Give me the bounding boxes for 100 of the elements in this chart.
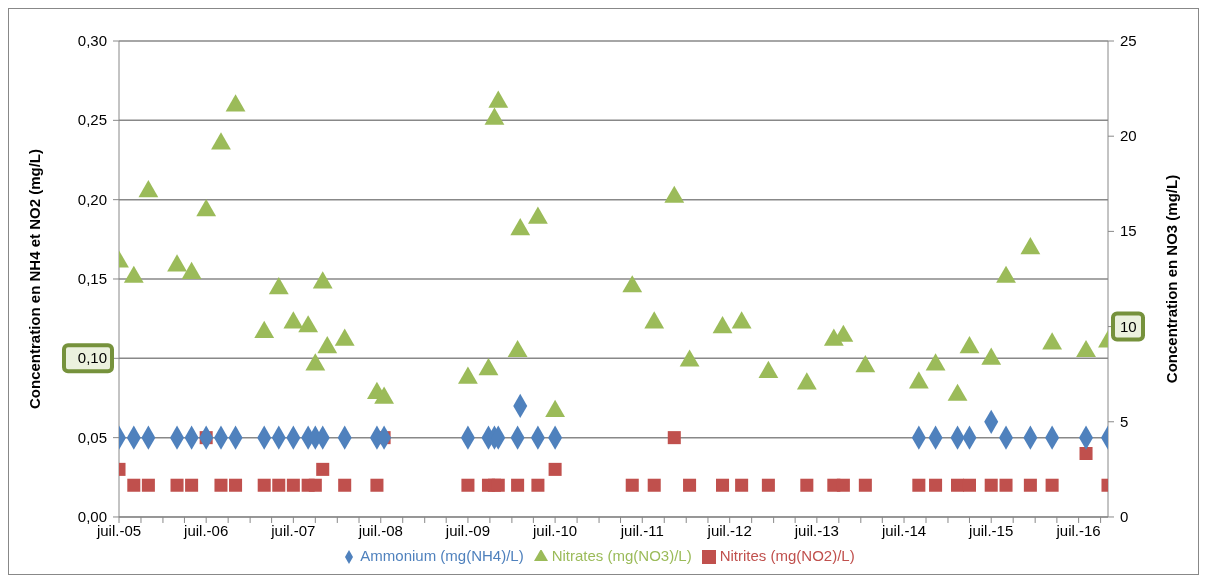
x-tick-label: juil.-14 [880, 521, 927, 539]
y-axis-title: Concentration en NH4 et NO2 (mg/L) [26, 148, 44, 409]
point [855, 355, 876, 373]
point [644, 311, 665, 329]
point [800, 478, 814, 492]
y2-axis-title: Concentration en NO3 (mg/L) [1163, 174, 1181, 384]
point [478, 357, 499, 376]
point [758, 360, 779, 378]
point [622, 275, 643, 293]
point [959, 336, 980, 354]
point [272, 478, 286, 492]
point [257, 478, 271, 492]
point [488, 90, 509, 108]
y2-tick-label: 0 [1120, 507, 1129, 525]
point [858, 478, 872, 492]
y-tick-label: 0,15 [77, 269, 107, 287]
point [317, 336, 338, 354]
point [531, 478, 545, 492]
point [138, 179, 159, 198]
point [181, 261, 202, 279]
point [625, 478, 639, 492]
legend-label: Nitrates (mg(NO3)/L) [551, 546, 692, 564]
x-tick-label: juil.-13 [793, 521, 839, 539]
point [229, 478, 243, 492]
point [458, 366, 478, 384]
y-tick-label: 0,05 [77, 428, 107, 446]
point [735, 478, 749, 492]
point [507, 339, 528, 358]
point [214, 478, 228, 492]
point [196, 199, 217, 217]
point [996, 265, 1016, 283]
point [647, 478, 661, 492]
point [836, 478, 850, 492]
point [286, 478, 300, 492]
point [679, 349, 700, 367]
y-tick-label: 0,20 [77, 190, 107, 208]
y-tick-label: 0,10 [77, 349, 107, 367]
point [461, 478, 475, 492]
point [981, 347, 1002, 365]
point [170, 478, 184, 492]
x-tick-label: juil.-09 [444, 521, 491, 539]
point [683, 478, 697, 492]
point [796, 372, 817, 390]
point [731, 311, 752, 329]
point [548, 462, 562, 476]
y2-tick-label: 25 [1120, 32, 1137, 49]
legend-label: Nitrites (mg(NO2)/L) [719, 546, 855, 564]
point [962, 478, 976, 492]
x-tick-label: juil.-10 [532, 521, 578, 539]
point [999, 478, 1013, 492]
x-tick-label: juil.-16 [1055, 521, 1101, 539]
y2-tick-label: 10 [1120, 317, 1137, 335]
y2-tick-label: 20 [1120, 127, 1137, 145]
point [211, 132, 231, 150]
x-tick-label: juil.-07 [270, 521, 316, 539]
point [374, 386, 395, 404]
point [528, 206, 548, 224]
point [761, 478, 775, 492]
point [716, 478, 730, 492]
point [947, 383, 968, 401]
point [984, 478, 998, 492]
point [167, 254, 187, 272]
x-tick-label: juil.-15 [968, 521, 1014, 539]
point [1079, 446, 1093, 461]
point [268, 277, 289, 295]
point [185, 478, 199, 492]
point [316, 462, 330, 476]
point [929, 478, 943, 492]
point [951, 478, 965, 492]
point [491, 478, 505, 492]
point [1020, 237, 1041, 255]
point [298, 315, 319, 333]
y2-tick-label: 15 [1120, 222, 1137, 240]
point [141, 478, 155, 492]
point [712, 316, 733, 334]
x-tick-label: juil.-08 [357, 521, 403, 539]
point [305, 353, 326, 371]
point [1023, 478, 1037, 492]
y2-tick-label: 5 [1120, 412, 1129, 430]
point [370, 478, 384, 492]
x-tick-label: juil.-12 [706, 521, 752, 539]
point [308, 478, 322, 492]
point [1045, 478, 1059, 492]
point [484, 107, 505, 125]
legend-label: Ammonium (mg(NH4)/L) [360, 546, 524, 564]
point [912, 478, 926, 492]
point [667, 431, 681, 445]
point [1042, 332, 1063, 350]
point [283, 311, 304, 329]
point [510, 218, 531, 236]
point [925, 353, 946, 371]
point [312, 271, 333, 289]
point [334, 328, 355, 346]
point [1076, 339, 1096, 358]
point [338, 478, 352, 492]
y-tick-label: 0,30 [77, 32, 107, 49]
point [511, 478, 525, 492]
point [545, 399, 566, 418]
point [123, 265, 144, 283]
point [254, 320, 275, 339]
